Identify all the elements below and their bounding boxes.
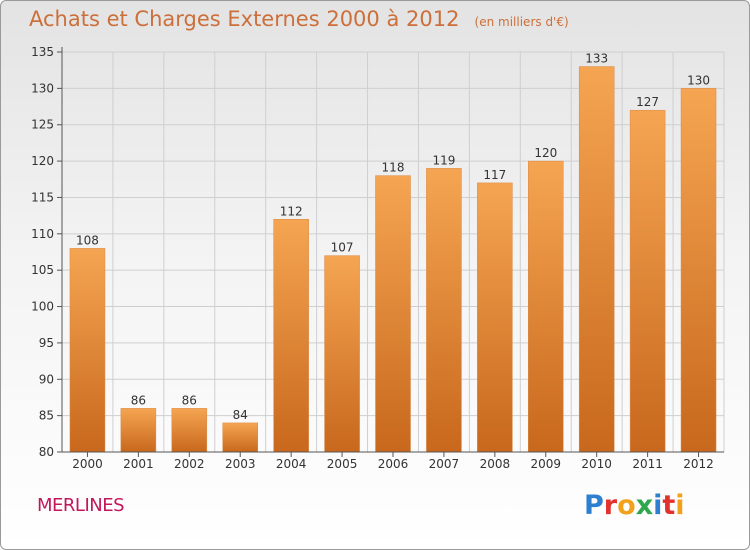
proxiti-logo: Proxiti (584, 490, 685, 521)
x-tick-label: 2002 (174, 457, 205, 471)
y-tick-label: 105 (31, 263, 54, 277)
x-tick-label: 2010 (581, 457, 612, 471)
x-tick-label: 2003 (225, 457, 256, 471)
y-tick-label: 85 (39, 409, 54, 423)
bar (171, 408, 208, 453)
x-tick-label: 2011 (632, 457, 663, 471)
chart-title: Achats et Charges Externes 2000 à 2012 (… (29, 7, 569, 31)
data-label: 108 (76, 233, 99, 247)
bar (680, 88, 717, 453)
logo-letter: o (617, 490, 636, 521)
y-tick-label: 120 (31, 154, 54, 168)
x-tick-label: 2006 (378, 457, 409, 471)
logo-letter: x (635, 490, 654, 521)
x-tick-label: 2007 (429, 457, 460, 471)
logo-letter: i (653, 490, 663, 521)
bar (120, 408, 157, 453)
bar (477, 182, 513, 453)
x-tick-label: 2004 (276, 457, 307, 471)
logo-letter: r (603, 490, 618, 521)
y-tick-label: 135 (31, 45, 54, 59)
title-text: Achats et Charges Externes 2000 à 2012 (29, 7, 460, 31)
y-tick-label: 130 (31, 81, 54, 95)
data-label: 86 (131, 393, 146, 407)
y-tick-label: 80 (39, 445, 54, 459)
data-label: 84 (233, 408, 248, 422)
x-tick-label: 2009 (530, 457, 561, 471)
commune-name: MERLINES (37, 495, 125, 516)
logo-letter: t (662, 490, 676, 521)
x-tick-label: 2000 (72, 457, 103, 471)
data-label: 86 (182, 393, 197, 407)
y-tick-label: 115 (31, 190, 54, 204)
y-tick-label: 95 (39, 336, 54, 350)
y-tick-label: 125 (31, 118, 54, 132)
y-tick-label: 90 (39, 372, 54, 386)
y-tick-label: 100 (31, 300, 54, 314)
data-label: 107 (331, 241, 354, 255)
x-tick-label: 2001 (123, 457, 154, 471)
data-label: 133 (585, 52, 608, 66)
data-label: 112 (280, 204, 303, 218)
bar (375, 175, 411, 453)
bar (324, 255, 360, 453)
bar (629, 109, 666, 453)
logo-letter: i (675, 490, 685, 521)
data-label: 117 (483, 168, 506, 182)
data-label: 118 (382, 161, 405, 175)
x-tick-label: 2008 (480, 457, 511, 471)
x-tick-label: 2005 (327, 457, 358, 471)
bar (426, 168, 462, 453)
bar (222, 422, 258, 453)
x-tick-label: 2012 (683, 457, 714, 471)
data-label: 119 (432, 153, 455, 167)
data-label: 127 (636, 95, 659, 109)
data-label: 130 (687, 73, 710, 87)
data-label: 120 (534, 146, 557, 160)
bar (273, 219, 309, 453)
y-tick-label: 110 (31, 227, 54, 241)
bar (528, 160, 564, 453)
bar (69, 248, 106, 453)
bar (578, 66, 615, 453)
unit-text: (en milliers d'€) (474, 15, 569, 29)
logo-letter: P (584, 490, 604, 521)
